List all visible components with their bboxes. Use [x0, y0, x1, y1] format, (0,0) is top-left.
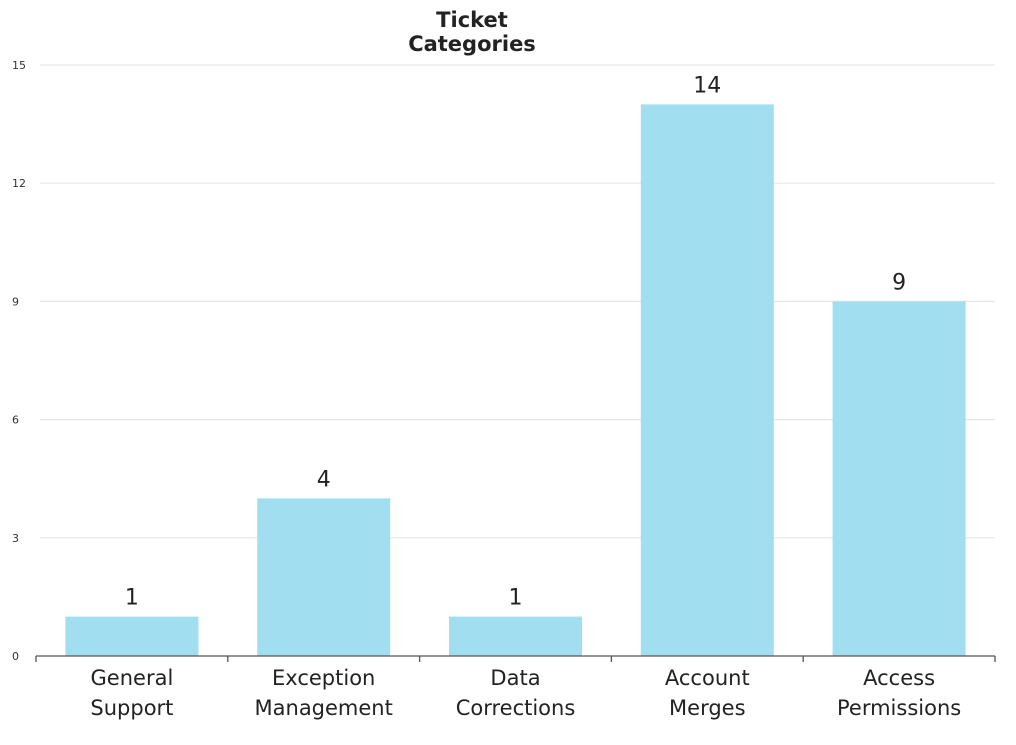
bar	[65, 616, 199, 656]
data-label: 1	[509, 586, 523, 611]
x-axis-category-labels: General Support Exception Management Data Cor…	[90, 666, 961, 720]
y-tick-label: 0	[12, 650, 19, 663]
bar	[449, 616, 582, 656]
y-tick-label: 6	[12, 414, 19, 427]
bars	[65, 104, 966, 656]
bar	[640, 104, 774, 656]
x-tick-label: Exception	[272, 666, 375, 690]
bar	[832, 301, 966, 656]
x-tick-label: Account	[665, 666, 750, 690]
x-tick-label: Permissions	[837, 696, 961, 720]
x-tick-label: Data	[490, 666, 540, 690]
y-tick-label: 9	[12, 295, 19, 308]
x-tick-label: Corrections	[456, 696, 576, 720]
x-tick-label: Access	[863, 666, 935, 690]
y-tick-label: 15	[12, 59, 26, 72]
y-axis-ticks: 0 3 6 9 12 15	[12, 59, 26, 663]
data-label: 14	[693, 73, 721, 98]
data-label: 4	[317, 467, 331, 492]
x-tick-label: Management	[255, 696, 393, 720]
data-label: 9	[892, 270, 906, 295]
x-axis	[35, 655, 996, 662]
y-tick-label: 12	[12, 177, 26, 190]
bar	[257, 498, 391, 656]
x-tick-label: Support	[90, 696, 173, 720]
y-tick-label: 3	[12, 532, 19, 545]
x-tick-label: Merges	[669, 696, 746, 720]
data-label: 1	[125, 586, 139, 611]
x-tick-label: General	[91, 666, 174, 690]
chart-title: Ticket Categories	[408, 8, 536, 56]
